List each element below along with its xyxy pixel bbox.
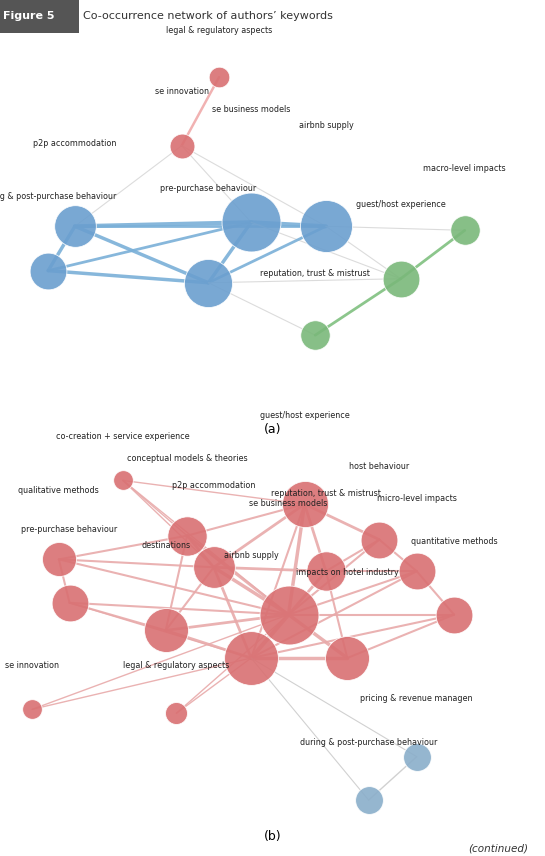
Text: Co-occurrence network of authors’ keywords: Co-occurrence network of authors’ keywor… — [83, 11, 332, 21]
Point — [247, 651, 256, 665]
Text: macro-level impacts: macro-level impacts — [423, 164, 506, 173]
Text: during & post-purchase behaviour: during & post-purchase behaviour — [0, 192, 117, 200]
Text: pricing & revenue managen: pricing & revenue managen — [360, 694, 473, 704]
Point — [461, 223, 469, 237]
Text: p2p accommodation: p2p accommodation — [172, 481, 256, 490]
Text: guest/host experience: guest/host experience — [259, 411, 349, 419]
Text: impacts on hotel industry: impacts on hotel industry — [296, 568, 398, 577]
Text: reputation, trust & mistrust: reputation, trust & mistrust — [261, 269, 370, 278]
Point — [450, 608, 458, 621]
Point — [215, 70, 223, 84]
Point — [161, 623, 170, 637]
Point — [119, 473, 128, 487]
Text: guest/host experience: guest/host experience — [356, 199, 446, 209]
Point — [209, 561, 218, 574]
Text: Figure 5: Figure 5 — [3, 11, 54, 21]
Point — [177, 139, 186, 152]
Text: during & post-purchase behaviour: during & post-purchase behaviour — [300, 738, 437, 746]
Point — [322, 564, 330, 578]
Text: destinations: destinations — [141, 541, 190, 550]
Text: (b): (b) — [264, 830, 281, 843]
Point — [28, 703, 37, 716]
Point — [204, 276, 213, 289]
Point — [70, 219, 79, 233]
Text: airbnb supply: airbnb supply — [299, 121, 353, 130]
Point — [172, 706, 181, 720]
Text: co-creation + service experience: co-creation + service experience — [56, 432, 190, 441]
Text: se business models: se business models — [212, 104, 290, 114]
Text: se innovation: se innovation — [5, 661, 59, 670]
Text: quantitative methods: quantitative methods — [411, 537, 498, 546]
Text: p2p accommodation: p2p accommodation — [33, 139, 117, 148]
Text: legal & regulatory aspects: legal & regulatory aspects — [123, 661, 229, 670]
Point — [413, 564, 421, 578]
Text: (continued): (continued) — [469, 843, 529, 853]
Point — [375, 532, 384, 546]
FancyBboxPatch shape — [0, 0, 79, 33]
Point — [322, 219, 330, 233]
Point — [54, 552, 63, 566]
Text: micro-level impacts: micro-level impacts — [377, 494, 457, 502]
Point — [413, 750, 421, 764]
Point — [65, 596, 74, 609]
Text: se business models: se business models — [249, 499, 328, 508]
Text: pre-purchase behaviour: pre-purchase behaviour — [160, 184, 257, 193]
Text: (a): (a) — [264, 423, 281, 436]
Point — [343, 651, 352, 665]
Text: qualitative methods: qualitative methods — [19, 486, 99, 496]
Point — [284, 608, 293, 621]
Point — [300, 497, 309, 511]
Text: airbnb supply: airbnb supply — [224, 551, 278, 561]
Point — [44, 264, 52, 277]
Point — [311, 329, 319, 342]
Point — [247, 216, 256, 229]
Text: host behaviour: host behaviour — [349, 462, 409, 471]
Text: se innovation: se innovation — [155, 87, 209, 97]
Point — [183, 529, 191, 543]
Text: conceptual models & theories: conceptual models & theories — [127, 454, 247, 463]
Point — [396, 272, 405, 286]
Text: reputation, trust & mistrust: reputation, trust & mistrust — [271, 490, 381, 498]
Text: legal & regulatory aspects: legal & regulatory aspects — [166, 27, 272, 35]
Point — [364, 794, 373, 807]
Text: pre-purchase behaviour: pre-purchase behaviour — [21, 526, 118, 534]
